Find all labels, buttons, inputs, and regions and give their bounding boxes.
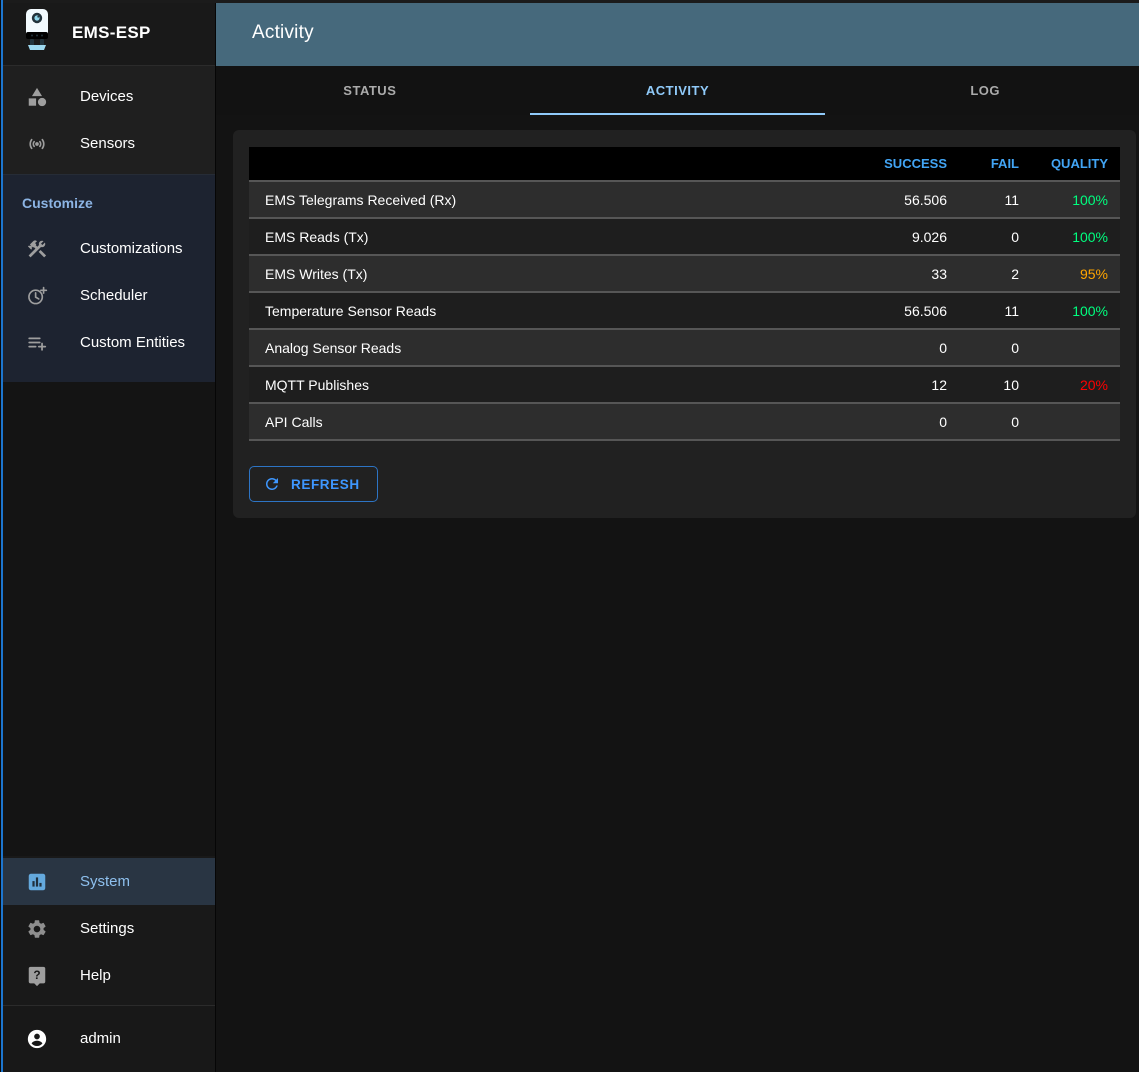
more-time-icon — [26, 285, 48, 307]
column-header-fail: FAIL — [990, 156, 1019, 171]
sidebar-item-custom-entities[interactable]: Custom Entities — [0, 319, 215, 366]
tabbar: STATUS ACTIVITY LOG — [216, 66, 1139, 115]
row-fail-cell: 0 — [1011, 413, 1019, 430]
row-quality-cell: 20% — [1079, 376, 1108, 393]
analytics-icon — [26, 871, 48, 893]
window-left-edge — [0, 0, 1, 1072]
sidebar-customize-section: Customize Customizations Scheduler — [0, 175, 215, 382]
sidebar-spacer — [0, 382, 215, 856]
row-fail-cell: 0 — [1011, 339, 1019, 356]
sidebar-item-label: Devices — [80, 88, 134, 105]
row-quality-cell: 95% — [1079, 265, 1108, 282]
table-row: MQTT Publishes 12 10 20% — [249, 365, 1120, 402]
sidebar-bottom-nav: System Settings ? Help — [0, 856, 215, 1005]
window-top-edge — [0, 0, 1139, 3]
row-name-cell: EMS Writes (Tx) — [265, 265, 368, 282]
row-name-cell: Temperature Sensor Reads — [265, 302, 437, 319]
refresh-button[interactable]: REFRESH — [249, 466, 378, 502]
account-circle-icon — [26, 1028, 48, 1050]
row-quality-cell: 100% — [1072, 228, 1108, 245]
construction-icon — [26, 238, 48, 260]
column-header-success: SUCCESS — [884, 156, 947, 171]
sensors-icon — [26, 133, 48, 155]
refresh-icon — [263, 475, 281, 493]
activity-card: SUCCESS FAIL QUALITY EMS Telegrams Recei… — [233, 130, 1136, 518]
appbar: Activity — [216, 0, 1139, 66]
sidebar-user-section: admin — [0, 1006, 215, 1072]
sidebar-item-scheduler[interactable]: Scheduler — [0, 272, 215, 319]
row-success-cell: 0 — [939, 413, 947, 430]
row-fail-cell: 11 — [1004, 302, 1019, 319]
sidebar-divider — [0, 1005, 215, 1006]
row-fail-cell: 2 — [1011, 265, 1019, 282]
table-row: EMS Telegrams Received (Rx) 56.506 11 100% — [249, 180, 1120, 217]
row-name-cell: API Calls — [265, 413, 323, 430]
live-help-icon: ? — [26, 965, 48, 987]
tab-status[interactable]: STATUS — [343, 83, 397, 98]
row-quality-cell: 100% — [1072, 302, 1108, 319]
sidebar: EMS-ESP Devices — [0, 0, 216, 1072]
activity-table-body: EMS Telegrams Received (Rx) 56.506 11 100% E… — [249, 180, 1120, 441]
sidebar-item-label: Sensors — [80, 135, 136, 152]
playlist-add-icon — [26, 332, 48, 354]
tab-log[interactable]: LOG — [970, 83, 1001, 98]
sidebar-item-label: Help — [80, 967, 111, 984]
row-name-cell: Analog Sensor Reads — [265, 339, 402, 356]
row-success-cell: 56.506 — [904, 191, 947, 208]
svg-text:?: ? — [33, 968, 40, 982]
sidebar-main-nav: Devices Sensors — [0, 66, 215, 175]
row-name-cell: MQTT Publishes — [265, 376, 369, 393]
row-success-cell: 33 — [931, 265, 947, 282]
ems-esp-boiler-logo-icon — [20, 7, 54, 58]
window-left-accent-edge — [1, 0, 3, 1072]
row-fail-cell: 0 — [1011, 228, 1019, 245]
row-success-cell: 12 — [931, 376, 947, 393]
row-success-cell: 0 — [939, 339, 947, 356]
refresh-button-label: REFRESH — [291, 476, 360, 492]
table-row: EMS Reads (Tx) 9.026 0 100% — [249, 217, 1120, 254]
gear-icon — [26, 918, 48, 940]
table-row: Temperature Sensor Reads 56.506 11 100% — [249, 291, 1120, 328]
sidebar-item-label: Custom Entities — [80, 334, 186, 351]
row-success-cell: 56.506 — [904, 302, 947, 319]
table-row: Analog Sensor Reads 0 0 — [249, 328, 1120, 365]
sidebar-item-system[interactable]: System — [0, 858, 215, 905]
row-name-cell: EMS Reads (Tx) — [265, 228, 369, 245]
sidebar-item-label: Scheduler — [80, 287, 148, 304]
table-row: EMS Writes (Tx) 33 2 95% — [249, 254, 1120, 291]
tab-activity[interactable]: ACTIVITY — [524, 66, 832, 115]
sidebar-item-help[interactable]: ? Help — [0, 952, 215, 999]
table-row: API Calls 0 0 — [249, 402, 1120, 439]
row-quality-cell: 100% — [1072, 191, 1108, 208]
category-icon — [26, 86, 48, 108]
row-name-cell: EMS Telegrams Received (Rx) — [265, 191, 457, 208]
sidebar-item-label: System — [80, 873, 131, 890]
sidebar-header: EMS-ESP — [0, 0, 215, 66]
row-fail-cell: 11 — [1004, 191, 1019, 208]
sidebar-item-sensors[interactable]: Sensors — [0, 120, 215, 167]
page-title: Activity — [252, 22, 314, 43]
row-fail-cell: 10 — [1003, 376, 1019, 393]
column-header-quality: QUALITY — [1050, 156, 1108, 171]
sidebar-item-admin[interactable]: admin — [0, 1015, 215, 1062]
sidebar-item-settings[interactable]: Settings — [0, 905, 215, 952]
sidebar-item-label: Customizations — [80, 240, 183, 257]
row-success-cell: 9.026 — [911, 228, 947, 245]
activity-table-header: SUCCESS FAIL QUALITY — [249, 147, 1120, 180]
sidebar-item-label: Settings — [80, 920, 135, 937]
app-title: EMS-ESP — [72, 22, 151, 42]
customize-section-header: Customize — [22, 195, 93, 211]
sidebar-item-customizations[interactable]: Customizations — [0, 225, 215, 272]
sidebar-item-devices[interactable]: Devices — [0, 73, 215, 120]
sidebar-user-label: admin — [80, 1030, 121, 1047]
